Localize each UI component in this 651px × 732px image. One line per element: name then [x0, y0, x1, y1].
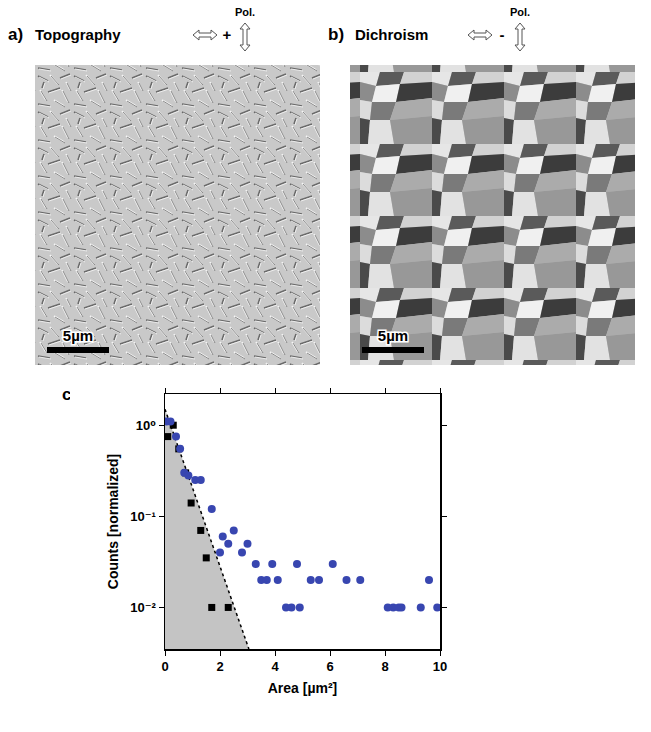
svg-text:10⁻²: 10⁻² [130, 600, 156, 615]
svg-text:2: 2 [216, 659, 223, 674]
html-text:c): c) [62, 385, 78, 404]
svg-text:10⁰: 10⁰ [136, 418, 156, 433]
svg-text:4: 4 [271, 659, 279, 674]
svg-text:a): a) [8, 25, 23, 44]
svg-text:10⁻¹: 10⁻¹ [130, 509, 156, 524]
svg-text:b): b) [328, 25, 344, 44]
svg-text:Dichroism: Dichroism [355, 26, 428, 43]
svg-text:+: + [223, 26, 232, 43]
svg-text:-: - [500, 26, 505, 43]
svg-text:Counts [normalized]: Counts [normalized] [105, 454, 121, 589]
svg-text:Topography: Topography [35, 26, 121, 43]
svg-text:Area [µm²]: Area [µm²] [268, 680, 338, 696]
svg-text:6: 6 [326, 659, 333, 674]
svg-text:5µm: 5µm [63, 327, 93, 344]
svg-text:8: 8 [381, 659, 388, 674]
svg-text:Pol.: Pol. [510, 6, 530, 18]
svg-text:10: 10 [433, 659, 447, 674]
svg-text:0: 0 [161, 659, 168, 674]
svg-text:5µm: 5µm [378, 327, 408, 344]
svg-text:Pol.: Pol. [235, 6, 255, 18]
